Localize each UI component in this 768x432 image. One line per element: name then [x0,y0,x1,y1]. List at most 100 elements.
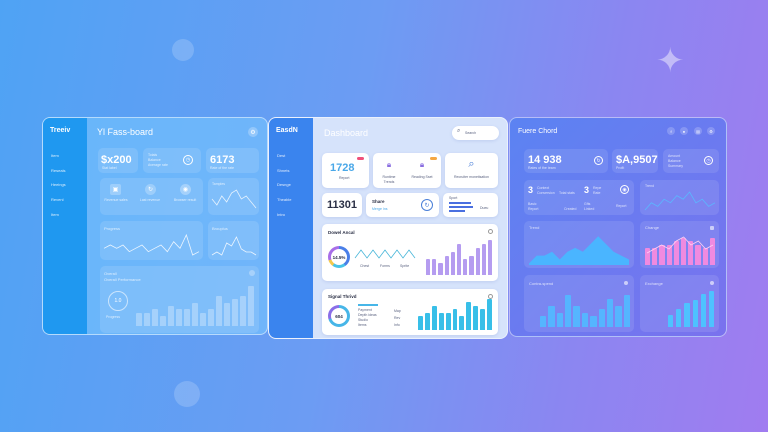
sidebar-item[interactable]: Intro [277,212,286,217]
bar [176,309,182,326]
donut-chart: 1.0 [108,291,128,311]
action-label: Revenue sales [104,198,128,202]
stat-label: Totals [148,153,158,157]
sidebar: EasdN Dest Shnets Desnge Theable Intro [269,118,313,338]
refresh-icon[interactable]: ↻ [145,184,156,195]
bar-chart [426,240,493,275]
bar [418,316,423,330]
bar [645,248,651,265]
stat-label: Report [616,204,627,208]
user-icon[interactable]: ● [680,127,688,135]
bar-chart [136,286,254,326]
bar [456,243,462,275]
chart-card: Signal Thrivd 604 Payment Depth ideas St… [322,289,498,335]
sidebar-item[interactable]: Shnets [277,168,290,173]
sidebar-item[interactable]: Theable [277,197,292,202]
stat-label: Repe [593,186,602,190]
bar-chart [668,291,715,327]
area-fill [529,236,629,265]
image-icon[interactable]: ▣ [110,184,121,195]
card-title: Sport [449,196,458,200]
stat-value: 6173 [210,154,235,166]
facebook-icon[interactable]: f [667,127,675,135]
bar-chart [645,238,716,265]
search-icon[interactable]: ⌕ [468,158,475,170]
chart-title: Brouplus [212,226,228,231]
stat-label: Average rate [148,163,168,167]
menu-icon[interactable] [710,226,714,230]
dashboard-panel-3: Fuere Chord f ● ▤ ⚙ 14 938 Rates of the … [509,117,727,337]
globe-icon: ◉ [620,185,629,194]
search-input[interactable]: ⌕ Search [452,126,499,140]
dashboard-panel-1: Treeiv Item Reseals Heeings Revenl Item … [42,117,268,335]
chart-title: Dowel Ancal [328,230,355,235]
bar [152,309,158,326]
stat-value: 11301 [327,199,357,211]
chart-title: Contra-spend [529,281,554,286]
info-icon[interactable] [488,294,493,299]
chart-card: Brouplus [208,221,259,260]
bar [700,294,706,327]
bar [136,312,142,326]
bar [692,300,698,327]
bar [438,312,444,330]
card-value: Dueu [480,206,489,210]
bar [481,243,486,275]
settings-icon[interactable]: ⚙ [707,127,715,135]
refresh-icon[interactable]: ↻ [421,199,433,211]
search-placeholder: Search [465,131,477,135]
sidebar-item[interactable]: Revenl [51,197,64,202]
performance-card: Overall Overall Performance 1.0 Progress [100,266,259,333]
sidebar-item[interactable]: Item [51,153,59,158]
quick-actions-card: ▣ Revenue sales ↻ Last revenue ◉ Browser… [100,178,203,215]
donut-value: 604 [331,308,347,324]
stat-label: Conversion [537,191,555,195]
stat-label: Report [339,176,350,180]
bar [708,291,715,327]
page-title: Dashboard [324,128,369,138]
info-icon[interactable] [249,270,255,276]
stat-value: $A,9507 [616,154,658,166]
action-label: Browser result [173,198,197,202]
bar [666,244,672,265]
bar [487,299,492,330]
refresh-icon: ↻ [594,156,603,165]
bar [445,312,451,330]
bar [200,312,206,326]
info-icon[interactable] [624,281,628,285]
chart-title: Progress [104,226,121,231]
list-item: Payment [358,308,372,312]
series-line [211,189,257,209]
sidebar-item[interactable]: Item [51,212,59,217]
menu-icon[interactable] [710,281,714,285]
sidebar-item[interactable]: Desnge [277,182,291,187]
bar [480,309,486,330]
bar [240,296,246,326]
chart-card: Contra-spend [524,275,634,332]
page-title: Yl Fass-board [97,127,154,137]
settings-icon[interactable]: ⚙ [248,127,258,137]
stat-card: 14 938 Rates of the team ↻ [524,149,608,173]
chart-card: Trend [640,180,719,215]
series-line [646,236,714,254]
legend-item: Map [394,309,401,313]
bar [224,302,230,326]
bar [581,312,589,327]
sidebar-item[interactable]: Heeings [51,182,66,187]
sidebar-item[interactable]: Dest [277,153,286,158]
bar [668,315,674,327]
stat-value: 3 [584,185,590,195]
stat-label: Profit [616,166,625,170]
bar [695,244,701,265]
stat-label: Balance [668,159,681,163]
stat-card: $x200 Stat label [98,148,138,173]
document-icon[interactable]: ▤ [694,127,702,135]
info-icon[interactable] [488,229,493,234]
sidebar-item[interactable]: Reseals [51,168,66,173]
line-chart [103,233,200,256]
globe-icon[interactable]: ◉ [180,184,191,195]
stat-card: ⌕ Recruiter monetisation [445,153,498,188]
bar-chart [418,299,492,330]
donut-label: Progress [106,315,121,319]
bar [444,255,449,275]
